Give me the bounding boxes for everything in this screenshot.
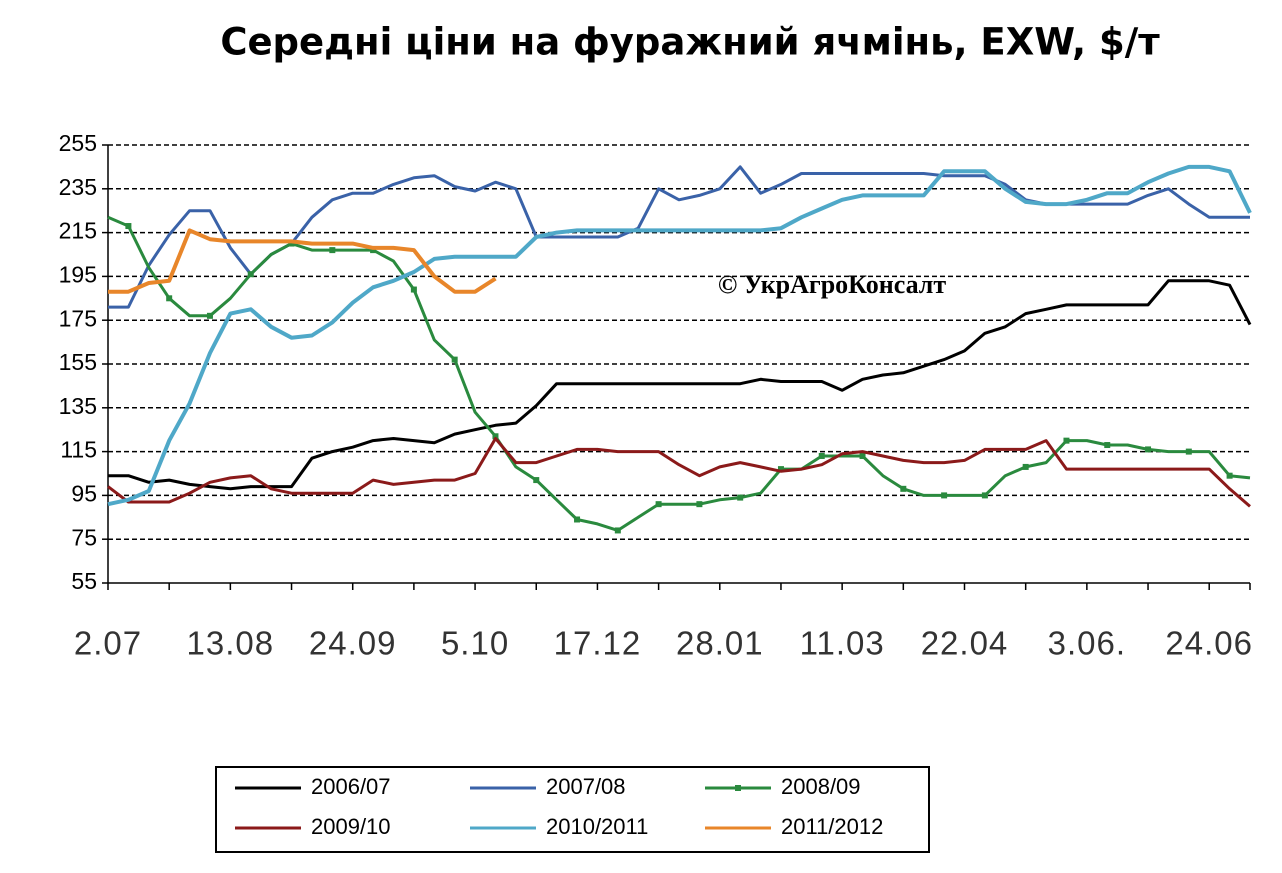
marker bbox=[900, 485, 907, 492]
chart-title: Середні ціни на фуражний ячмінь, EXW, $/… bbox=[220, 21, 1160, 64]
y-tick-label: 255 bbox=[59, 130, 97, 156]
marker bbox=[981, 492, 988, 499]
series-line bbox=[108, 165, 1250, 309]
marker bbox=[370, 247, 377, 254]
y-tick-label: 235 bbox=[59, 174, 97, 200]
marker bbox=[818, 452, 825, 459]
marker bbox=[1145, 446, 1152, 453]
y-tick-label: 95 bbox=[71, 480, 97, 506]
plot bbox=[107, 164, 1252, 534]
marker bbox=[941, 492, 948, 499]
marker bbox=[1063, 437, 1070, 444]
marker bbox=[696, 501, 703, 508]
marker bbox=[492, 433, 499, 440]
series-line bbox=[107, 215, 1251, 532]
legend-label: 2006/07 bbox=[311, 774, 391, 799]
x-tick-label: 13.08 bbox=[187, 625, 275, 662]
marker bbox=[859, 452, 866, 459]
y-tick-label: 195 bbox=[59, 261, 97, 287]
x-tick-label: 28.01 bbox=[676, 625, 764, 662]
x-tick-label: 24.06 bbox=[1165, 625, 1253, 662]
series-line bbox=[107, 164, 1252, 507]
marker bbox=[206, 312, 213, 319]
marker bbox=[1022, 463, 1029, 470]
y-tick-label: 155 bbox=[59, 349, 97, 375]
watermark: © УкрАгроКонсалт bbox=[718, 270, 947, 299]
marker bbox=[533, 477, 540, 484]
legend-label: 2009/10 bbox=[311, 814, 391, 839]
legend-marker bbox=[735, 785, 741, 791]
marker bbox=[1185, 448, 1192, 455]
marker bbox=[329, 247, 336, 254]
marker bbox=[451, 356, 458, 363]
series-line bbox=[108, 279, 1252, 491]
series-line bbox=[107, 437, 1251, 508]
marker bbox=[1226, 472, 1233, 479]
marker bbox=[655, 501, 662, 508]
x-tick-label: 24.09 bbox=[309, 625, 397, 662]
y-tick-label: 175 bbox=[59, 305, 97, 331]
marker bbox=[777, 466, 784, 473]
legend-label: 2010/2011 bbox=[546, 814, 648, 839]
x-tick-label: 2.07 bbox=[74, 625, 142, 662]
x-tick-label: 22.04 bbox=[921, 625, 1009, 662]
legend: 2006/07 2007/08 2008/09 2009/10 2010/2011 201… bbox=[235, 774, 883, 839]
marker bbox=[737, 494, 744, 501]
series-line bbox=[108, 228, 497, 294]
x-tick-label: 17.12 bbox=[554, 625, 642, 662]
marker bbox=[125, 223, 132, 230]
legend-label: 2008/09 bbox=[781, 774, 861, 799]
y-tick-label: 215 bbox=[59, 218, 97, 244]
grid: 55 75 95 115 135 155 175 195 215 235 255 2.07 13.08 2… bbox=[59, 130, 1253, 662]
x-tick-label: 11.03 bbox=[800, 625, 885, 662]
legend-label: 2007/08 bbox=[546, 774, 626, 799]
x-tick-label: 5.10 bbox=[441, 625, 509, 662]
marker bbox=[247, 271, 254, 278]
legend-label: 2011/2012 bbox=[781, 814, 883, 839]
marker bbox=[614, 527, 621, 534]
marker bbox=[288, 240, 295, 247]
y-tick-label: 115 bbox=[60, 437, 97, 463]
x-tick-label: 3.06. bbox=[1048, 625, 1126, 662]
y-tick-label: 135 bbox=[59, 393, 97, 419]
y-tick-label: 55 bbox=[71, 568, 97, 594]
legend-box bbox=[215, 766, 930, 853]
y-tick-label: 75 bbox=[71, 524, 97, 550]
marker bbox=[410, 286, 417, 293]
marker bbox=[1104, 442, 1111, 449]
marker bbox=[166, 295, 173, 302]
marker bbox=[574, 516, 581, 523]
